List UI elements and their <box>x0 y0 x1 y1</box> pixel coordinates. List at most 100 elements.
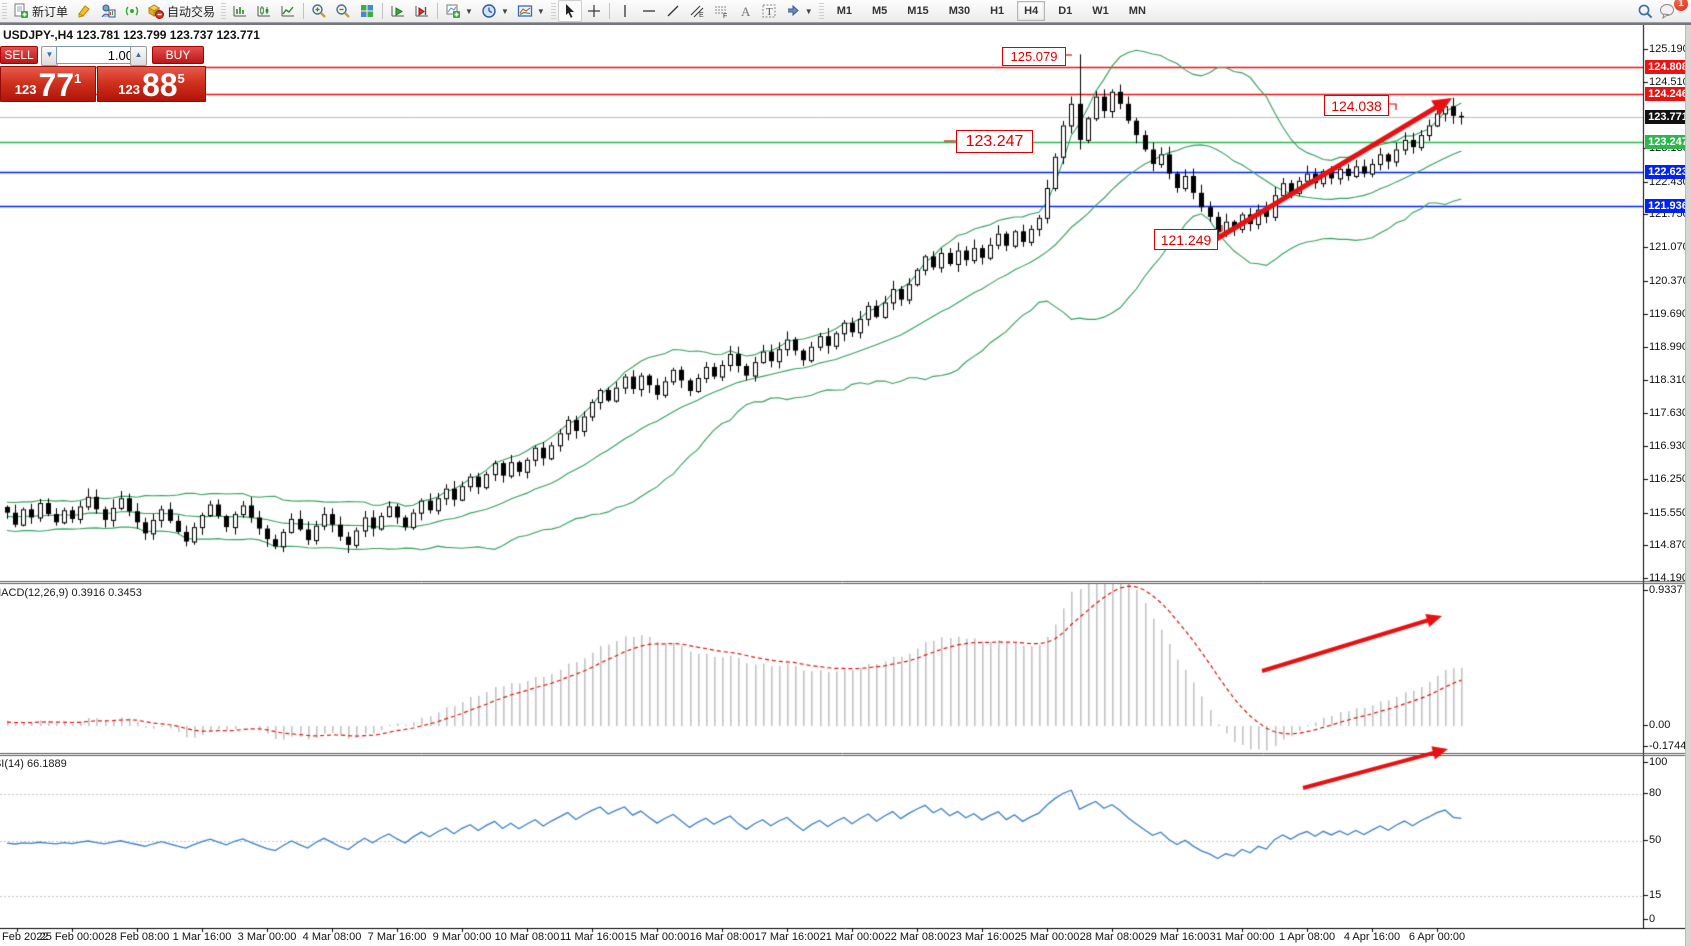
arrow-objects-icon <box>785 3 801 19</box>
buy-button[interactable]: BUY <box>152 46 204 64</box>
bar-chart-mode-button[interactable] <box>228 0 252 22</box>
template-icon <box>517 3 533 19</box>
toolbar-grip[interactable] <box>221 3 227 19</box>
autotrade-label: 自动交易 <box>167 4 216 19</box>
time-axis-label: 9 Mar 00:00 <box>432 931 492 943</box>
price-callout-label[interactable]: 124.038 <box>1324 95 1389 116</box>
price-level-badge: 123.247 <box>1645 135 1691 150</box>
fibonacci-tool-button[interactable]: F <box>709 0 733 22</box>
price-axis-tick: 120.370 <box>1649 274 1689 287</box>
price-axis-tick: 114.190 <box>1649 572 1688 585</box>
price-level-badge: 124.808 <box>1645 60 1691 75</box>
zoom-in-icon <box>311 3 327 19</box>
price-axis-tick: 124.510 <box>1649 75 1689 88</box>
notifications-icon[interactable]: 1 <box>1659 0 1688 19</box>
toolbar-right-group: 1 <box>1637 0 1691 19</box>
rsi-scale-label: 100 <box>1649 756 1668 768</box>
rsi-scale-label: 80 <box>1649 787 1662 799</box>
toolbar-grip[interactable] <box>2 3 7 19</box>
time-axis-label: 23 Mar 16:00 <box>949 931 1015 943</box>
zoom-out-icon <box>335 3 351 19</box>
timeframe-button-m15[interactable]: M15 <box>907 5 929 17</box>
sell-quote-tile[interactable]: 123 77 1 <box>0 66 96 102</box>
text-label-icon: T <box>761 3 777 19</box>
depth-of-market-icon <box>100 3 116 19</box>
volume-up-button[interactable]: ▲ <box>130 46 147 66</box>
tile-windows-icon <box>359 3 375 19</box>
horizontal-line-icon <box>641 3 657 19</box>
sell-button[interactable]: SELL <box>0 46 38 64</box>
toolbar-grip[interactable] <box>550 3 556 19</box>
buy-quote-tile[interactable]: 123 88 5 <box>97 66 206 102</box>
rsi-scale-label: 50 <box>1649 834 1662 846</box>
line-chart-mode-button[interactable] <box>276 0 300 22</box>
price-callout-label[interactable]: 121.249 <box>1154 229 1218 250</box>
timeframe-button-d1[interactable]: D1 <box>1058 5 1073 17</box>
tile-windows-button[interactable] <box>355 0 379 22</box>
equidistant-channel-tool-button[interactable]: E <box>685 0 709 22</box>
time-axis-label: 1 Mar 16:00 <box>172 931 232 943</box>
toolbar-grip[interactable] <box>818 3 824 19</box>
timeframe-button-w1[interactable]: W1 <box>1092 5 1109 17</box>
fibonacci-icon: F <box>713 3 729 19</box>
time-axis-label: 6 Apr 00:00 <box>1408 931 1466 943</box>
toolbar-separator <box>437 3 439 19</box>
zoom-out-button[interactable] <box>331 0 355 22</box>
price-axis-tick: 116.250 <box>1649 473 1688 485</box>
time-axis-label: 15 Mar 00:00 <box>624 931 690 943</box>
new-order-button[interactable]: 新订单 <box>9 0 72 22</box>
autotrade-button[interactable]: 自动交易 <box>144 0 219 22</box>
time-axis-label: 11 Mar 16:00 <box>559 931 625 943</box>
text-label-tool-button[interactable]: T <box>757 0 781 22</box>
cursor-tool-button[interactable] <box>557 0 582 22</box>
dropdown-caret: ▼ <box>465 6 473 16</box>
crosshair-tool-button[interactable] <box>582 0 606 22</box>
macd-label: MACD(12,26,9) 0.3916 0.3453 <box>0 587 142 599</box>
timeframe-group: M1 M5 M15 M30 H1 H4 D1 W1 MN <box>826 1 1157 21</box>
buy-price-digits: 88 <box>141 67 178 103</box>
window-content-border <box>0 23 1691 25</box>
marker-icon <box>76 3 92 19</box>
autotrade-icon <box>148 3 165 19</box>
timeframe-button-mn[interactable]: MN <box>1128 5 1146 17</box>
horizontal-line-tool-button[interactable] <box>637 0 661 22</box>
chart-shift-button[interactable] <box>410 0 434 22</box>
timeframe-button-m5[interactable]: M5 <box>872 5 888 17</box>
timeframe-button-h1[interactable]: H1 <box>990 5 1005 17</box>
zoom-in-button[interactable] <box>307 0 331 22</box>
timeframe-button-m30[interactable]: M30 <box>948 5 971 17</box>
rsi-scale-label: 15 <box>1649 889 1662 901</box>
price-callout-label[interactable]: 125.079 <box>1002 47 1066 66</box>
signal-button[interactable] <box>120 0 144 22</box>
templates-button[interactable]: ▼ <box>513 0 549 22</box>
arrows-tool-button[interactable]: ▼ <box>781 0 817 22</box>
text-tool-button[interactable]: A <box>733 0 757 22</box>
time-axis-label: 7 Mar 16:00 <box>367 931 427 943</box>
search-icon[interactable] <box>1637 3 1653 19</box>
price-axis-tick: 118.990 <box>1649 341 1688 354</box>
price-callout-label[interactable]: 123.247 <box>956 130 1033 153</box>
line-chart-icon <box>280 3 296 19</box>
candlestick-mode-button[interactable] <box>252 0 276 22</box>
vertical-scrollbar[interactable] <box>1685 23 1691 946</box>
price-axis-tick: 114.870 <box>1649 539 1688 552</box>
profiles-button[interactable]: ▼ <box>477 0 513 22</box>
new-chart-button[interactable]: ▼ <box>441 0 477 22</box>
price-axis-tick: 119.690 <box>1649 307 1688 320</box>
highlight-tool-button[interactable] <box>72 0 96 22</box>
time-axis-label: 29 Mar 16:00 <box>1144 931 1210 943</box>
time-axis-label: Feb 2022 <box>2 931 49 943</box>
time-axis-label: 25 Feb 00:00 <box>39 931 105 943</box>
trendline-tool-button[interactable] <box>661 0 685 22</box>
auto-scroll-button[interactable] <box>386 0 410 22</box>
timeframe-button-h4[interactable]: H4 <box>1017 1 1046 21</box>
time-axis-label: 16 Mar 08:00 <box>689 931 755 943</box>
timeframe-button-m1[interactable]: M1 <box>836 5 852 17</box>
vertical-line-tool-button[interactable] <box>613 0 637 22</box>
price-axis-tick: 116.930 <box>1649 440 1688 453</box>
depth-of-market-button[interactable] <box>96 0 120 22</box>
volume-input[interactable] <box>56 46 138 64</box>
